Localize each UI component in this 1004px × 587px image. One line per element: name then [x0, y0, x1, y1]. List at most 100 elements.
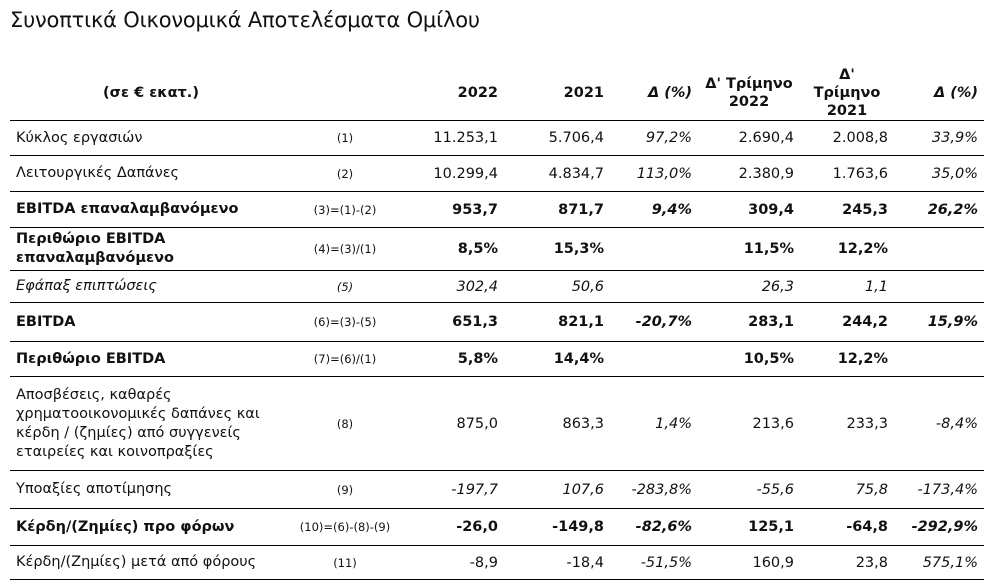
cell-q4-2022: -55,6 [756, 481, 794, 498]
table-row: Υποαξίες αποτίμησης (9) -197,7 107,6 -283,8%… [10, 471, 984, 509]
row-label: EBITDA [16, 313, 76, 330]
cell-delta: -283,8% [631, 481, 692, 498]
cell-2022: 5,8% [457, 351, 498, 367]
table-row: Λειτουργικές Δαπάνες (2) 10.299,4 4.834,7 11… [10, 156, 984, 192]
cell-q-delta: 35,0% [931, 165, 978, 182]
cell-delta [610, 342, 698, 377]
cell-q4-2022: 283,1 [748, 314, 794, 330]
row-ref: (3)=(1)-(2) [313, 202, 377, 217]
cell-2021: -18,4 [566, 554, 604, 571]
header-q4-2021-line1: Δ' Τρίμηνο [813, 67, 881, 101]
cell-2021: 821,1 [558, 314, 604, 330]
cell-delta: -51,5% [640, 554, 692, 571]
cell-delta [610, 228, 698, 271]
cell-q4-2021: 2.008,8 [832, 130, 888, 146]
cell-2022: 953,7 [452, 201, 498, 218]
row-label: Εφάπαξ επιπτώσεις [16, 278, 157, 294]
cell-2022: -26,0 [456, 519, 498, 535]
cell-2022: -197,7 [451, 481, 498, 498]
cell-2021: 50,6 [571, 278, 604, 295]
row-ref: (1) [336, 131, 354, 145]
cell-q4-2022: 309,4 [748, 201, 794, 218]
header-q4-2022-line1: Δ' Τρίμηνο [705, 76, 793, 92]
table-row: Περιθώριο EBITDA (7)=(6)/(1) 5,8% 14,4% 10,5… [10, 342, 984, 377]
cell-q4-2021: 12,2% [837, 351, 888, 367]
cell-2021: 14,4% [553, 351, 604, 367]
cell-2021: 15,3% [553, 241, 604, 257]
table-row: EBITDA επαναλαμβανόμενο (3)=(1)-(2) 953,7 8… [10, 192, 984, 228]
row-ref: (4)=(3)/(1) [313, 242, 377, 256]
cell-q4-2022: 2.690,4 [738, 130, 794, 146]
row-label: Κύκλος εργασιών [16, 129, 143, 146]
cell-delta: 9,4% [651, 201, 692, 218]
table-body: Κύκλος εργασιών (1) 11.253,1 5.706,4 97,2% 2.… [10, 121, 984, 580]
row-label: Κέρδη/(Ζημίες) μετά από φόρους [16, 554, 257, 570]
cell-q4-2021: 245,3 [842, 201, 888, 218]
cell-q-delta: -173,4% [917, 481, 978, 498]
cell-q-delta [894, 342, 984, 377]
row-ref: (10)=(6)-(8)-(9) [299, 520, 391, 534]
cell-q4-2022: 125,1 [748, 519, 794, 535]
cell-2022: 8,5% [457, 241, 498, 257]
header-q-delta: Δ (%) [933, 85, 978, 101]
cell-q-delta [894, 228, 984, 271]
table-header-row: (σε € εκατ.) 2022 2021 Δ (%) Δ' Τρίμηνο … [10, 66, 984, 121]
header-2022: 2022 [457, 85, 498, 101]
table-row: Κύκλος εργασιών (1) 11.253,1 5.706,4 97,2% 2.… [10, 121, 984, 156]
cell-q-delta [894, 271, 984, 303]
row-label: Αποσβέσεις, καθαρές χρηματοοικονομικές δ… [16, 386, 260, 460]
cell-q4-2022: 10,5% [743, 351, 794, 367]
row-ref: (6)=(3)-(5) [313, 315, 377, 329]
cell-q4-2021: 75,8 [855, 481, 888, 498]
financial-results-table: (σε € εκατ.) 2022 2021 Δ (%) Δ' Τρίμηνο … [10, 66, 984, 580]
cell-delta [610, 271, 698, 303]
cell-2021: -149,8 [552, 519, 604, 535]
table-row: EBITDA (6)=(3)-(5) 651,3 821,1 -20,7% 283,1 24… [10, 303, 984, 342]
cell-q-delta: -292,9% [911, 519, 978, 535]
row-label: Λειτουργικές Δαπάνες [16, 165, 180, 181]
cell-q4-2021: 244,2 [842, 314, 888, 330]
cell-delta: 113,0% [636, 165, 692, 182]
cell-q4-2021: 23,8 [855, 554, 888, 571]
cell-q-delta: 575,1% [922, 554, 978, 571]
row-ref: (2) [336, 166, 354, 181]
header-ref-spacer [292, 66, 398, 121]
cell-q4-2022: 213,6 [752, 415, 794, 432]
header-q4-2022-line2: 2022 [728, 94, 770, 110]
row-ref: (11) [333, 555, 357, 570]
cell-q4-2021: 1,1 [864, 278, 888, 295]
cell-delta: 1,4% [655, 415, 692, 432]
row-label: EBITDA επαναλαμβανόμενο [16, 201, 239, 217]
cell-q4-2021: -64,8 [846, 519, 888, 535]
cell-2022: 875,0 [456, 415, 498, 432]
header-2021: 2021 [563, 85, 604, 101]
table-row: Κέρδη/(Ζημίες) προ φόρων (10)=(6)-(8)-(9)… [10, 509, 984, 546]
cell-q-delta: 33,9% [931, 130, 978, 146]
row-ref: (5) [336, 279, 354, 294]
row-ref: (9) [336, 482, 354, 497]
cell-2022: 651,3 [452, 314, 498, 330]
cell-2021: 107,6 [562, 481, 604, 498]
cell-2021: 863,3 [562, 415, 604, 432]
cell-delta: 97,2% [645, 130, 692, 146]
cell-2021: 5.706,4 [548, 130, 604, 146]
cell-q4-2021: 233,3 [846, 415, 888, 432]
header-q4-2021: Δ' Τρίμηνο 2021 [800, 66, 894, 121]
cell-2021: 871,7 [558, 201, 604, 218]
cell-q4-2021: 12,2% [837, 241, 888, 257]
row-ref: (8) [336, 416, 354, 431]
table-row: Εφάπαξ επιπτώσεις (5) 302,4 50,6 26,3 1,1 [10, 271, 984, 303]
cell-q4-2022: 160,9 [752, 554, 794, 571]
header-q4-2021-line2: 2021 [826, 103, 868, 119]
cell-q-delta: 15,9% [927, 314, 978, 330]
table-row: Αποσβέσεις, καθαρές χρηματοοικονομικές δ… [10, 377, 984, 471]
header-delta: Δ (%) [647, 85, 692, 101]
cell-2022: 302,4 [456, 278, 498, 295]
cell-q4-2022: 11,5% [743, 241, 794, 257]
cell-q4-2022: 26,3 [761, 278, 794, 295]
cell-q-delta: 26,2% [927, 201, 978, 218]
row-label: Κέρδη/(Ζημίες) προ φόρων [16, 518, 235, 535]
header-q4-2022: Δ' Τρίμηνο 2022 [698, 66, 800, 121]
cell-delta: -82,6% [635, 519, 692, 535]
header-unit-label: (σε € εκατ.) [103, 85, 199, 101]
